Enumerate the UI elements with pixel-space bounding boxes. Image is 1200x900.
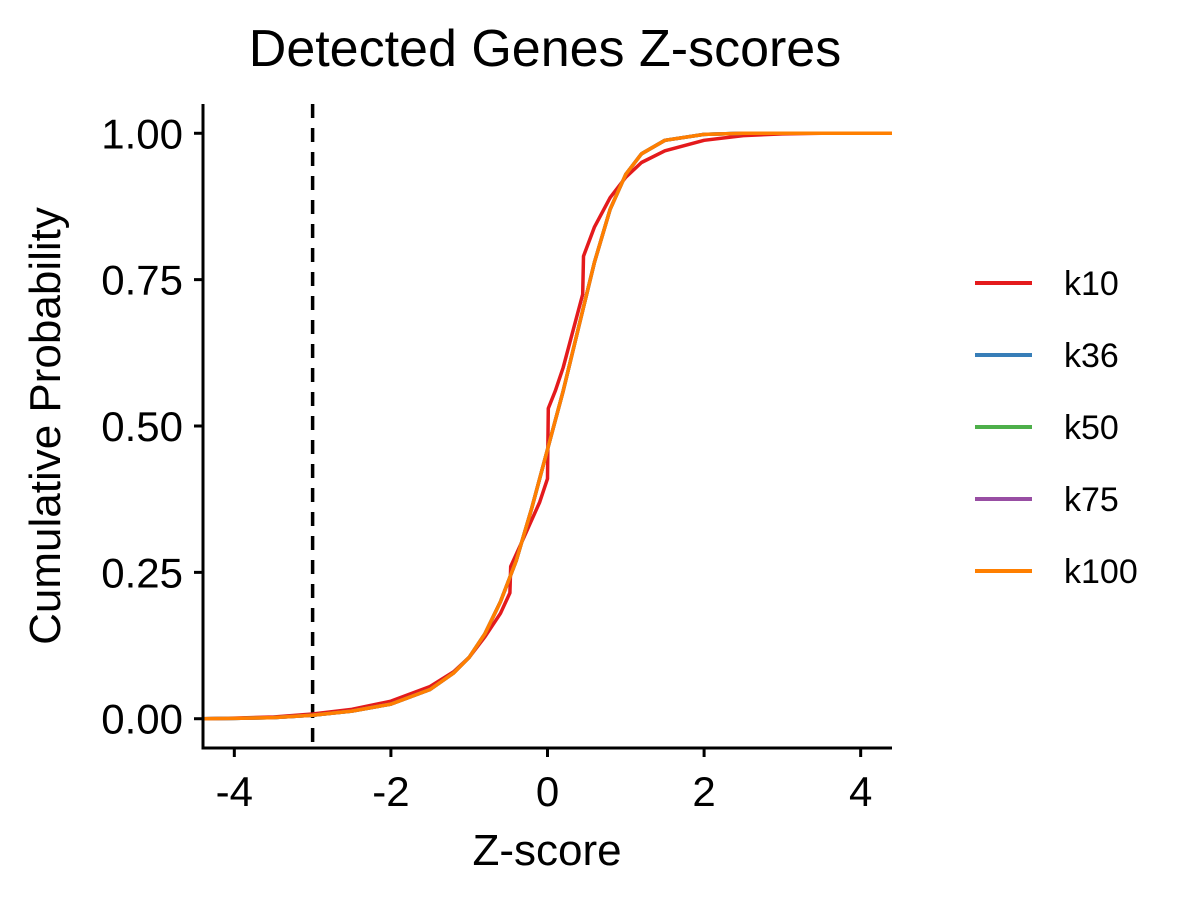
series-line-k100: [202, 131, 892, 721]
legend: k10 k36 k50 k75 k100: [975, 265, 1138, 591]
y-tick-label: 0.00: [101, 696, 183, 743]
axes: -4 -2 0 2 4 0.00 0.25 0.50 0.75 1.00: [101, 104, 892, 815]
y-tick-label: 1.00: [101, 110, 183, 157]
x-tick-label: 4: [849, 768, 872, 815]
x-tick-label: 0: [536, 768, 559, 815]
series-line-k10: [202, 131, 892, 721]
legend-item-k36: k36: [975, 337, 1119, 375]
legend-item-k10: k10: [975, 265, 1119, 303]
x-tick-label: -2: [372, 768, 409, 815]
legend-label-k50: k50: [1064, 409, 1119, 447]
legend-label-k36: k36: [1064, 337, 1119, 375]
legend-item-k50: k50: [975, 409, 1119, 447]
x-tick-label: 2: [692, 768, 715, 815]
legend-label-k10: k10: [1064, 265, 1119, 303]
y-tick-label: 0.50: [101, 403, 183, 450]
legend-item-k75: k75: [975, 481, 1119, 519]
y-tick-label: 0.25: [101, 549, 183, 596]
y-tick-label: 0.75: [101, 257, 183, 304]
x-axis-title: Z-score: [472, 826, 621, 875]
plot-area: [202, 104, 892, 748]
chart-title: Detected Genes Z-scores: [249, 20, 841, 78]
legend-item-k100: k100: [975, 553, 1138, 591]
y-axis-title: Cumulative Probability: [21, 207, 70, 645]
x-tick-label: -4: [216, 768, 253, 815]
legend-label-k100: k100: [1064, 553, 1138, 591]
legend-label-k75: k75: [1064, 481, 1119, 519]
